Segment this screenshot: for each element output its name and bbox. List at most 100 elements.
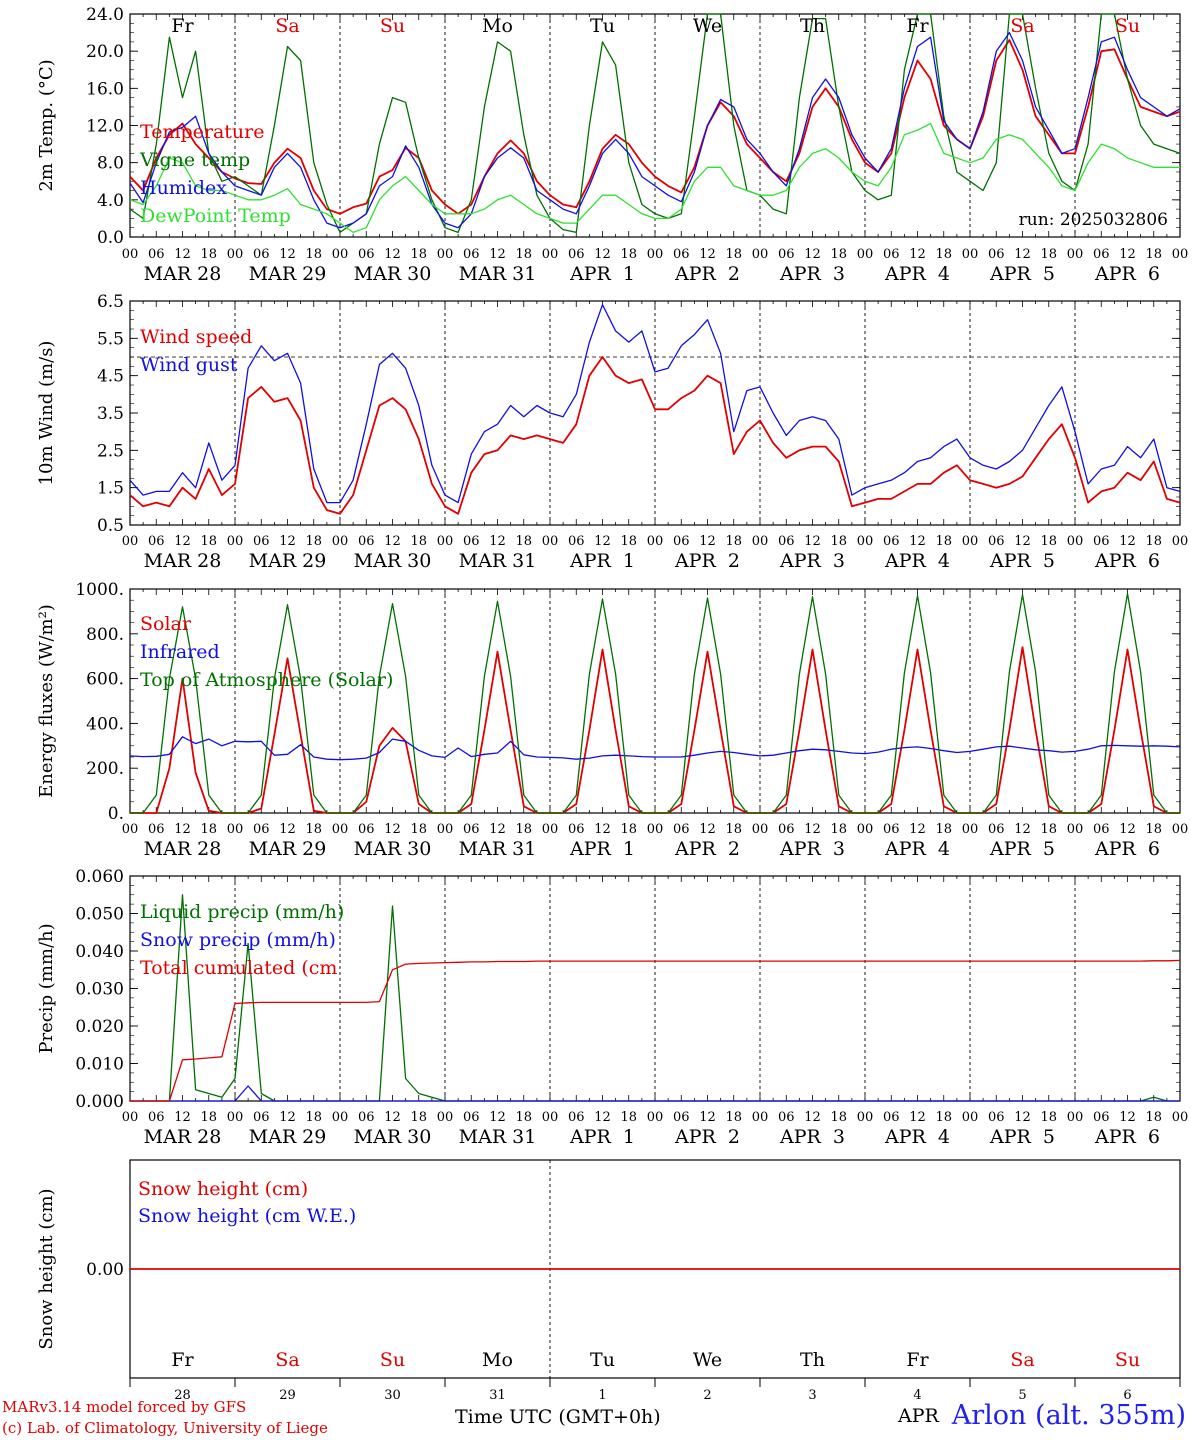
hour-tick-label: 06 <box>253 247 270 262</box>
date-label: APR 1 <box>569 550 635 572</box>
hour-tick-label: 18 <box>1145 247 1162 262</box>
hour-tick-label: 06 <box>883 247 900 262</box>
hour-tick-label: 06 <box>778 247 795 262</box>
day-name-label: Tu <box>590 1349 615 1371</box>
time-axis-label: Time UTC (GMT+0h) <box>455 1406 661 1428</box>
day-name-label: Su <box>1115 15 1140 37</box>
series-line-4 <box>129 122 1180 234</box>
hour-tick-label: 00 <box>542 822 559 837</box>
hour-tick-label: 18 <box>1040 247 1057 262</box>
date-label: APR 5 <box>989 1126 1055 1148</box>
hour-tick-label: 00 <box>857 1110 874 1125</box>
hour-tick-label: 00 <box>437 247 454 262</box>
date-label: MAR 29 <box>249 838 327 860</box>
date-label: APR 4 <box>884 263 950 285</box>
panel-3: 0. 200. 400. 600. 800. 1000. Energy fluxes (W/… <box>36 580 1188 860</box>
plot-frame <box>129 588 1181 814</box>
hour-tick-label: 06 <box>673 534 690 549</box>
panel-2: 0.5 1.5 2.5 3.5 4.5 5.5 6.5 10m Wind (m/s) Wind … <box>36 292 1188 572</box>
date-label: MAR 31 <box>459 550 537 572</box>
date-label: APR 2 <box>674 263 740 285</box>
date-label: APR 3 <box>779 838 845 860</box>
y-tick-label: 0.00 <box>86 1260 124 1280</box>
hour-tick-label: 12 <box>384 822 401 837</box>
hour-tick-label: 00 <box>542 1110 559 1125</box>
hour-tick-label: 18 <box>620 247 637 262</box>
hour-tick-label: 18 <box>830 1110 847 1125</box>
hour-tick-label: 06 <box>673 247 690 262</box>
hour-tick-label: 00 <box>857 534 874 549</box>
day-name-label: Th <box>800 1349 825 1371</box>
hour-tick-label: 12 <box>909 247 926 262</box>
y-tick-label: 2.5 <box>97 441 124 461</box>
hour-tick-label: 12 <box>1014 1110 1031 1125</box>
hour-tick-label: 12 <box>1014 534 1031 549</box>
date-label: APR 1 <box>569 1126 635 1148</box>
legend-entry: Wind gust <box>140 354 238 376</box>
hour-tick-label: 12 <box>594 1110 611 1125</box>
hour-tick-label: 06 <box>568 822 585 837</box>
hour-tick-label: 12 <box>279 1110 296 1125</box>
hour-tick-label: 12 <box>489 1110 506 1125</box>
hour-tick-label: 00 <box>1172 247 1189 262</box>
hour-tick-label: 00 <box>962 1110 979 1125</box>
y-tick-label: 0.050 <box>75 905 124 925</box>
y-tick-label: 0.010 <box>75 1055 124 1075</box>
series-line-2 <box>130 1085 1180 1102</box>
y-tick-label: 20.0 <box>86 42 124 62</box>
hour-tick-label: 18 <box>410 1110 427 1125</box>
date-label: APR 6 <box>1094 1126 1160 1148</box>
date-label: MAR 30 <box>354 550 432 572</box>
hour-tick-label: 12 <box>699 1110 716 1125</box>
hour-tick-label: 12 <box>279 247 296 262</box>
y-tick-label: 12.0 <box>86 117 124 137</box>
y-tick-label: 6.5 <box>97 292 124 312</box>
date-label: APR 3 <box>779 550 845 572</box>
y-tick-label: 0.030 <box>75 980 124 1000</box>
hour-tick-label: 00 <box>857 822 874 837</box>
series-line-2 <box>129 304 1181 504</box>
date-label: MAR 28 <box>144 550 222 572</box>
date-label: APR 5 <box>989 838 1055 860</box>
hour-tick-label: 12 <box>804 1110 821 1125</box>
day-name-label: We <box>693 15 722 37</box>
hour-tick-label: 12 <box>1014 822 1031 837</box>
hour-tick-label: 18 <box>620 534 637 549</box>
legend-entry: Top of Atmosphere (Solar) <box>140 669 393 691</box>
legend-entry: Infrared <box>140 641 220 663</box>
y-tick-label: 800. <box>86 625 124 645</box>
model-credit-text: MARv3.14 model forced by GFS <box>2 1398 247 1416</box>
hour-tick-label: 18 <box>515 822 532 837</box>
y-tick-label: 0.000 <box>75 1092 124 1112</box>
y-tick-label: 1.5 <box>97 479 124 499</box>
hour-tick-label: 06 <box>568 247 585 262</box>
legend-entry: Vigne temp <box>139 149 250 171</box>
y-axis-label: 2m Temp. (°C) <box>36 59 57 191</box>
hour-tick-label: 12 <box>699 534 716 549</box>
panel-4: 0.000 0.010 0.020 0.030 0.040 0.050 0.060 Preci… <box>36 867 1188 1148</box>
hour-tick-label: 12 <box>1014 247 1031 262</box>
hour-tick-label: 00 <box>1172 534 1189 549</box>
hour-tick-label: 00 <box>437 822 454 837</box>
hour-tick-label: 00 <box>962 534 979 549</box>
date-label: APR 6 <box>1094 550 1160 572</box>
hour-tick-label: 06 <box>148 534 165 549</box>
hour-tick-label: 06 <box>1093 534 1110 549</box>
hour-tick-label: 12 <box>174 534 191 549</box>
hour-tick-label: 12 <box>804 822 821 837</box>
legend-entry: Humidex <box>140 177 227 199</box>
date-label: MAR 28 <box>144 838 222 860</box>
series-line-2 <box>129 13 1181 234</box>
hour-tick-label: 00 <box>437 534 454 549</box>
y-tick-label: 3.5 <box>97 404 124 424</box>
day-number-label: 1 <box>598 1388 606 1403</box>
hour-tick-label: 06 <box>253 1110 270 1125</box>
hour-tick-label: 18 <box>410 822 427 837</box>
y-tick-label: 0. <box>108 804 124 824</box>
hour-tick-label: 18 <box>305 247 322 262</box>
hour-tick-label: 00 <box>227 1110 244 1125</box>
legend-entry: Temperature <box>140 121 264 143</box>
hour-tick-label: 00 <box>122 1110 139 1125</box>
day-number-label: 30 <box>384 1388 401 1403</box>
date-label: APR 4 <box>884 1126 950 1148</box>
